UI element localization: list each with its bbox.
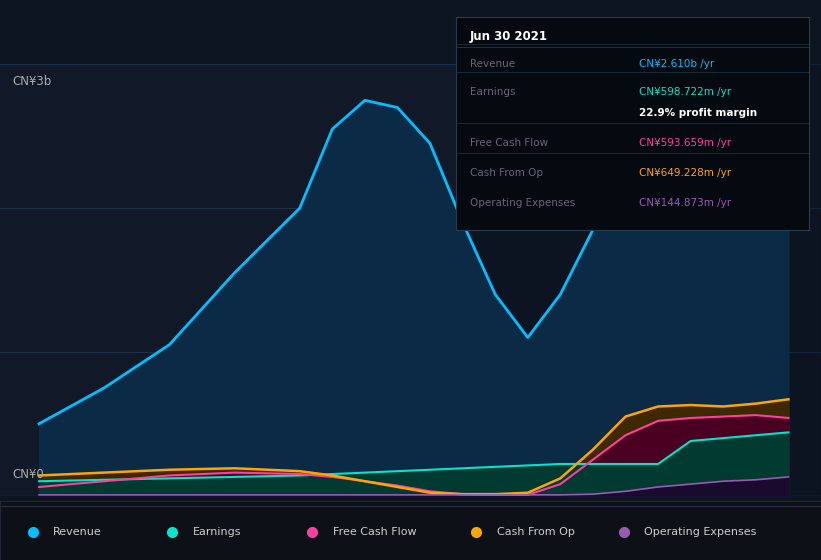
Text: Cash From Op: Cash From Op <box>470 168 543 178</box>
Text: Earnings: Earnings <box>470 87 516 97</box>
Text: Revenue: Revenue <box>53 527 102 537</box>
Text: Cash From Op: Cash From Op <box>497 527 575 537</box>
Text: Revenue: Revenue <box>470 59 515 69</box>
Text: CN¥593.659m /yr: CN¥593.659m /yr <box>640 138 732 148</box>
Text: Jun 30 2021: Jun 30 2021 <box>470 30 548 43</box>
Bar <box>469 64 821 496</box>
Text: Operating Expenses: Operating Expenses <box>470 198 575 208</box>
Text: CN¥2.610b /yr: CN¥2.610b /yr <box>640 59 714 69</box>
Text: CN¥144.873m /yr: CN¥144.873m /yr <box>640 198 732 208</box>
Text: CN¥0: CN¥0 <box>12 468 44 480</box>
Text: Free Cash Flow: Free Cash Flow <box>333 527 416 537</box>
Text: Earnings: Earnings <box>193 527 241 537</box>
Text: CN¥3b: CN¥3b <box>12 75 52 88</box>
Text: 22.9% profit margin: 22.9% profit margin <box>640 108 757 118</box>
Text: Free Cash Flow: Free Cash Flow <box>470 138 548 148</box>
Text: CN¥649.228m /yr: CN¥649.228m /yr <box>640 168 732 178</box>
Text: CN¥598.722m /yr: CN¥598.722m /yr <box>640 87 732 97</box>
Text: Operating Expenses: Operating Expenses <box>644 527 757 537</box>
